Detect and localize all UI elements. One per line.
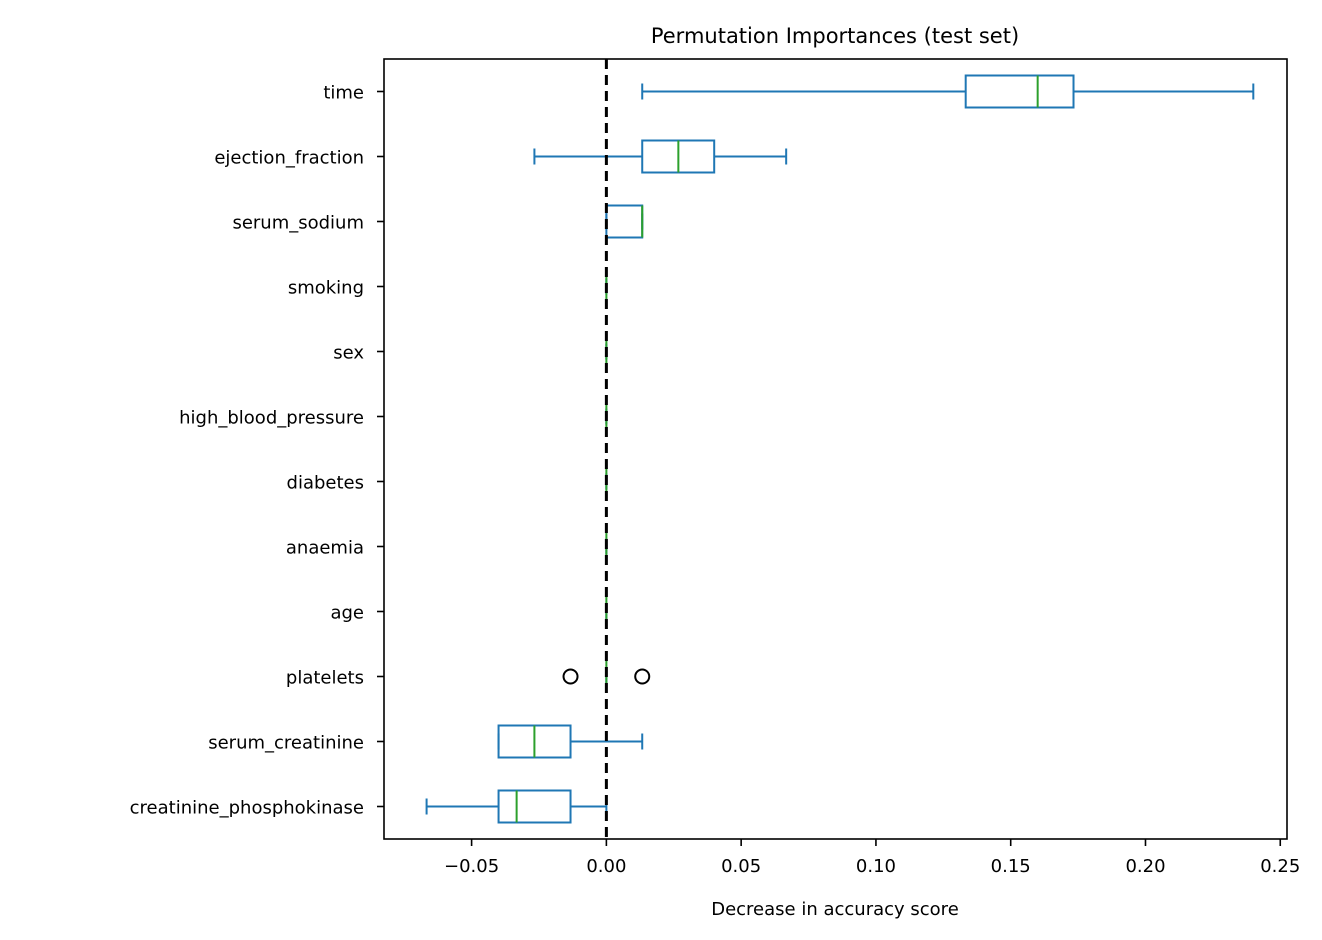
y-tick-label: smoking xyxy=(288,278,364,299)
y-tick-label: serum_sodium xyxy=(232,213,364,234)
box-serum_creatinine xyxy=(497,724,644,759)
x-tick-label: −0.05 xyxy=(444,856,499,877)
x-tick-label: 0.25 xyxy=(1260,856,1300,877)
box-iqr xyxy=(497,789,572,824)
box-ejection_fraction xyxy=(533,139,788,174)
box-creatinine_phosphokinase xyxy=(425,789,608,824)
y-tick-label: ejection_fraction xyxy=(214,148,364,169)
x-tick-label: 0.20 xyxy=(1125,856,1165,877)
box-time xyxy=(641,74,1255,109)
outlier-point xyxy=(562,668,579,685)
plot-frame xyxy=(383,58,1288,840)
x-tick-label: 0.10 xyxy=(856,856,896,877)
y-tick-label: anaemia xyxy=(286,538,364,559)
outlier-point xyxy=(634,668,651,685)
box-serum_sodium xyxy=(605,204,644,239)
x-axis-ticks: −0.05 0.00 0.05 0.10 0.15 0.20 0.25 xyxy=(444,839,1300,877)
chart-title: Permutation Importances (test set) xyxy=(651,24,1019,48)
y-tick-label: sex xyxy=(333,343,364,364)
x-tick-label: 0.05 xyxy=(721,856,761,877)
x-axis-label: Decrease in accuracy score xyxy=(711,899,959,920)
box-iqr xyxy=(964,74,1075,109)
y-tick-label: creatinine_phosphokinase xyxy=(130,798,364,819)
plot-content xyxy=(425,59,1255,839)
y-axis-ticks: time ejection_fraction serum_sodiumsmoking… xyxy=(130,83,384,819)
y-tick-label: platelets xyxy=(286,668,364,689)
y-tick-label: time xyxy=(323,83,364,104)
y-tick-label: diabetes xyxy=(287,473,364,494)
x-tick-label: 0.15 xyxy=(991,856,1031,877)
y-tick-label: serum_creatinine xyxy=(208,733,364,754)
y-tick-label: age xyxy=(330,603,364,624)
x-tick-label: 0.00 xyxy=(586,856,626,877)
box-iqr xyxy=(605,204,644,239)
y-tick-label: high_blood_pressure xyxy=(179,408,364,429)
